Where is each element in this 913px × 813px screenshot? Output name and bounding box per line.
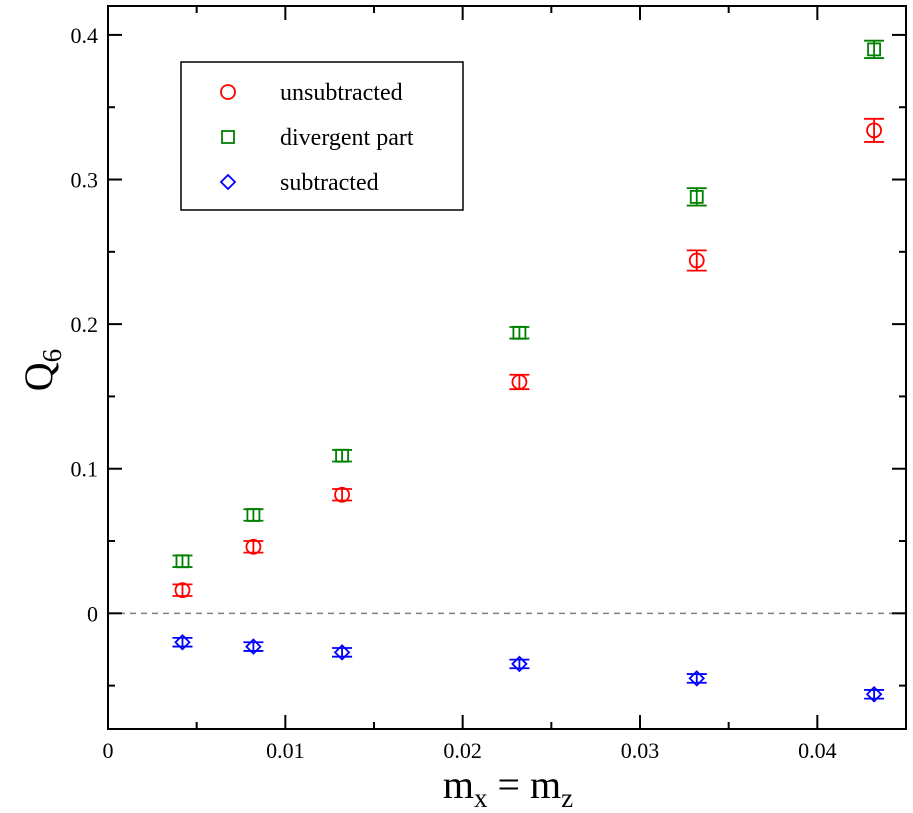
legend-label: divergent part [280,125,414,151]
legend-box [180,61,464,211]
y-tick-label: 0.1 [71,457,99,482]
x-tick-label: 0.04 [798,738,837,763]
data-point-square [867,42,881,57]
x-tick-label: 0.02 [443,738,482,763]
data-point-circle [245,538,262,555]
data-point-circle [688,252,705,269]
series-diamond [172,633,885,703]
legend-marker-diamond [219,173,237,191]
axis-ticks: 0 0.01 0.02 0.03 0.04 0 0.1 0.2 0.3 0.4 [71,6,907,763]
x-axis-label: mx = mz [443,762,573,813]
y-axis-label-sub: 6 [37,349,67,363]
data-point-circle [174,582,191,599]
data-point-diamond [245,638,262,655]
x-axis-label-sub-x: x [474,783,488,813]
data-point-square [335,448,349,463]
y-tick-label: 0 [87,601,98,626]
legend-label: unsubtracted [280,80,403,106]
x-axis-label-sub-z: z [561,783,573,813]
data-point-square [175,554,190,569]
data-point-square [246,508,261,522]
data-point-circle [511,374,528,390]
y-axis-label: Q6 [16,349,67,391]
legend: unsubtracted divergent part subtracted [180,61,464,211]
x-axis-label-mid: = m [487,762,561,807]
data-point-square [689,189,704,204]
data-point-diamond [333,644,351,661]
plot-frame [107,5,907,730]
x-tick-label: 0 [103,738,114,763]
data-point-circle [866,122,882,139]
data-point-circle [334,486,350,503]
y-tick-label: 0.3 [71,168,99,193]
x-tick-label: 0.03 [621,738,660,763]
legend-marker-circle [220,84,236,100]
data-point-diamond [688,670,706,687]
y-tick-label: 0.2 [71,312,99,337]
y-tick-label: 0.4 [71,23,99,48]
x-tick-label: 0.01 [266,738,305,763]
data-marks [172,39,885,703]
data-point-square [512,325,527,340]
legend-marker-square [221,130,235,144]
series-circle [172,117,885,599]
legend-label: subtracted [280,170,379,196]
data-point-diamond [174,633,191,651]
data-point-diamond [511,655,528,673]
data-point-diamond [865,686,883,703]
series-square [172,39,885,569]
